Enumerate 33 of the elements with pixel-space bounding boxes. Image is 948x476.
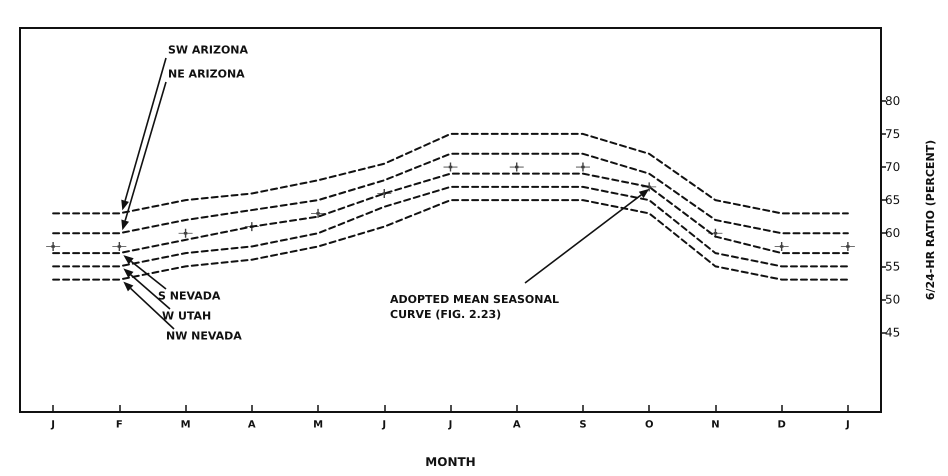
x-tick-label: D [778, 420, 786, 430]
text: NE ARIZONA [168, 68, 246, 80]
y-tick-label: 45 [885, 326, 900, 340]
y-tick-label: 60 [885, 226, 900, 240]
x-tick-label: J [448, 420, 452, 430]
x-tick-label: O [644, 420, 654, 430]
x-tick-label: J [845, 420, 850, 430]
text: W UTAH [162, 310, 212, 322]
x-tick-label: M [180, 420, 191, 430]
y-axis-title: 6/24-HR RATIO (PERCENT) [924, 140, 937, 300]
y-tick-label: 70 [885, 160, 900, 174]
line-series [52, 132, 849, 214]
line-series [52, 199, 849, 281]
y-tick-label: 80 [885, 94, 900, 108]
x-tick-label: M [313, 420, 324, 430]
y-tick-label: 75 [885, 126, 900, 141]
text: S NEVADA [158, 290, 221, 302]
x-tick-label: J [381, 420, 386, 430]
y-tick-label: 50 [885, 292, 900, 306]
y-tick-label: 65 [885, 193, 900, 208]
x-axis-title: MONTH [425, 455, 476, 469]
x-tick-label: S [579, 420, 587, 430]
y-tick-label: 55 [885, 259, 900, 274]
x-tick-label: F [116, 420, 123, 430]
text: NW NEVADA [166, 330, 242, 342]
x-tick-label: N [711, 420, 720, 430]
x-tick-label: A [512, 420, 521, 430]
x-tick-label: J [50, 420, 55, 430]
x-tick-label: A [248, 420, 256, 430]
line-series [52, 186, 849, 268]
text: ADOPTED MEAN SEASONAL CURVE (FIG. 2.23) [390, 293, 563, 321]
line-series [52, 152, 849, 234]
text: SW ARIZONA [168, 44, 248, 56]
